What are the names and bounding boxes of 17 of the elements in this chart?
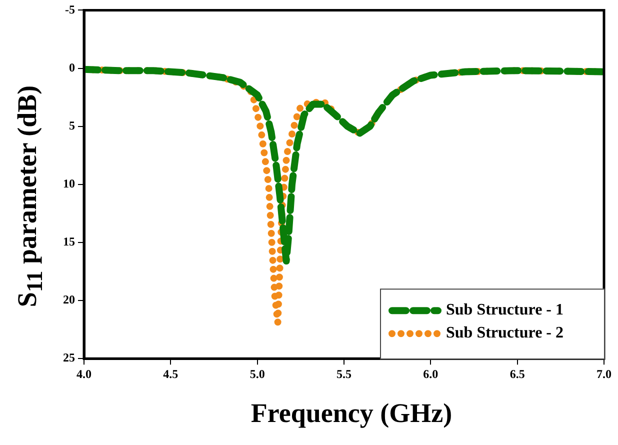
x-tick-label: 5.5 bbox=[336, 366, 352, 381]
y-tick-label: 25 bbox=[63, 350, 75, 365]
x-tick-label: 4.0 bbox=[76, 366, 92, 381]
x-tick-label: 5.0 bbox=[250, 366, 265, 381]
x-tick-label: 7.0 bbox=[596, 366, 612, 381]
x-tick-label: 4.5 bbox=[163, 366, 178, 381]
legend-label: Sub Structure - 2 bbox=[446, 324, 564, 342]
y-tick-label: 5 bbox=[69, 118, 75, 132]
y-tick-label: 0 bbox=[69, 60, 75, 74]
x-axis-title: Frequency (GHz) bbox=[250, 398, 454, 429]
y-tick-label: 20 bbox=[63, 292, 75, 307]
x-tick-label: 6.5 bbox=[510, 366, 525, 381]
y-tick-label: 10 bbox=[63, 176, 75, 190]
x-tick-label: 6.0 bbox=[423, 366, 438, 381]
y-tick-label: -5 bbox=[65, 2, 75, 16]
y-tick-label: 15 bbox=[63, 234, 75, 249]
legend-label: Sub Structure - 1 bbox=[446, 302, 564, 319]
